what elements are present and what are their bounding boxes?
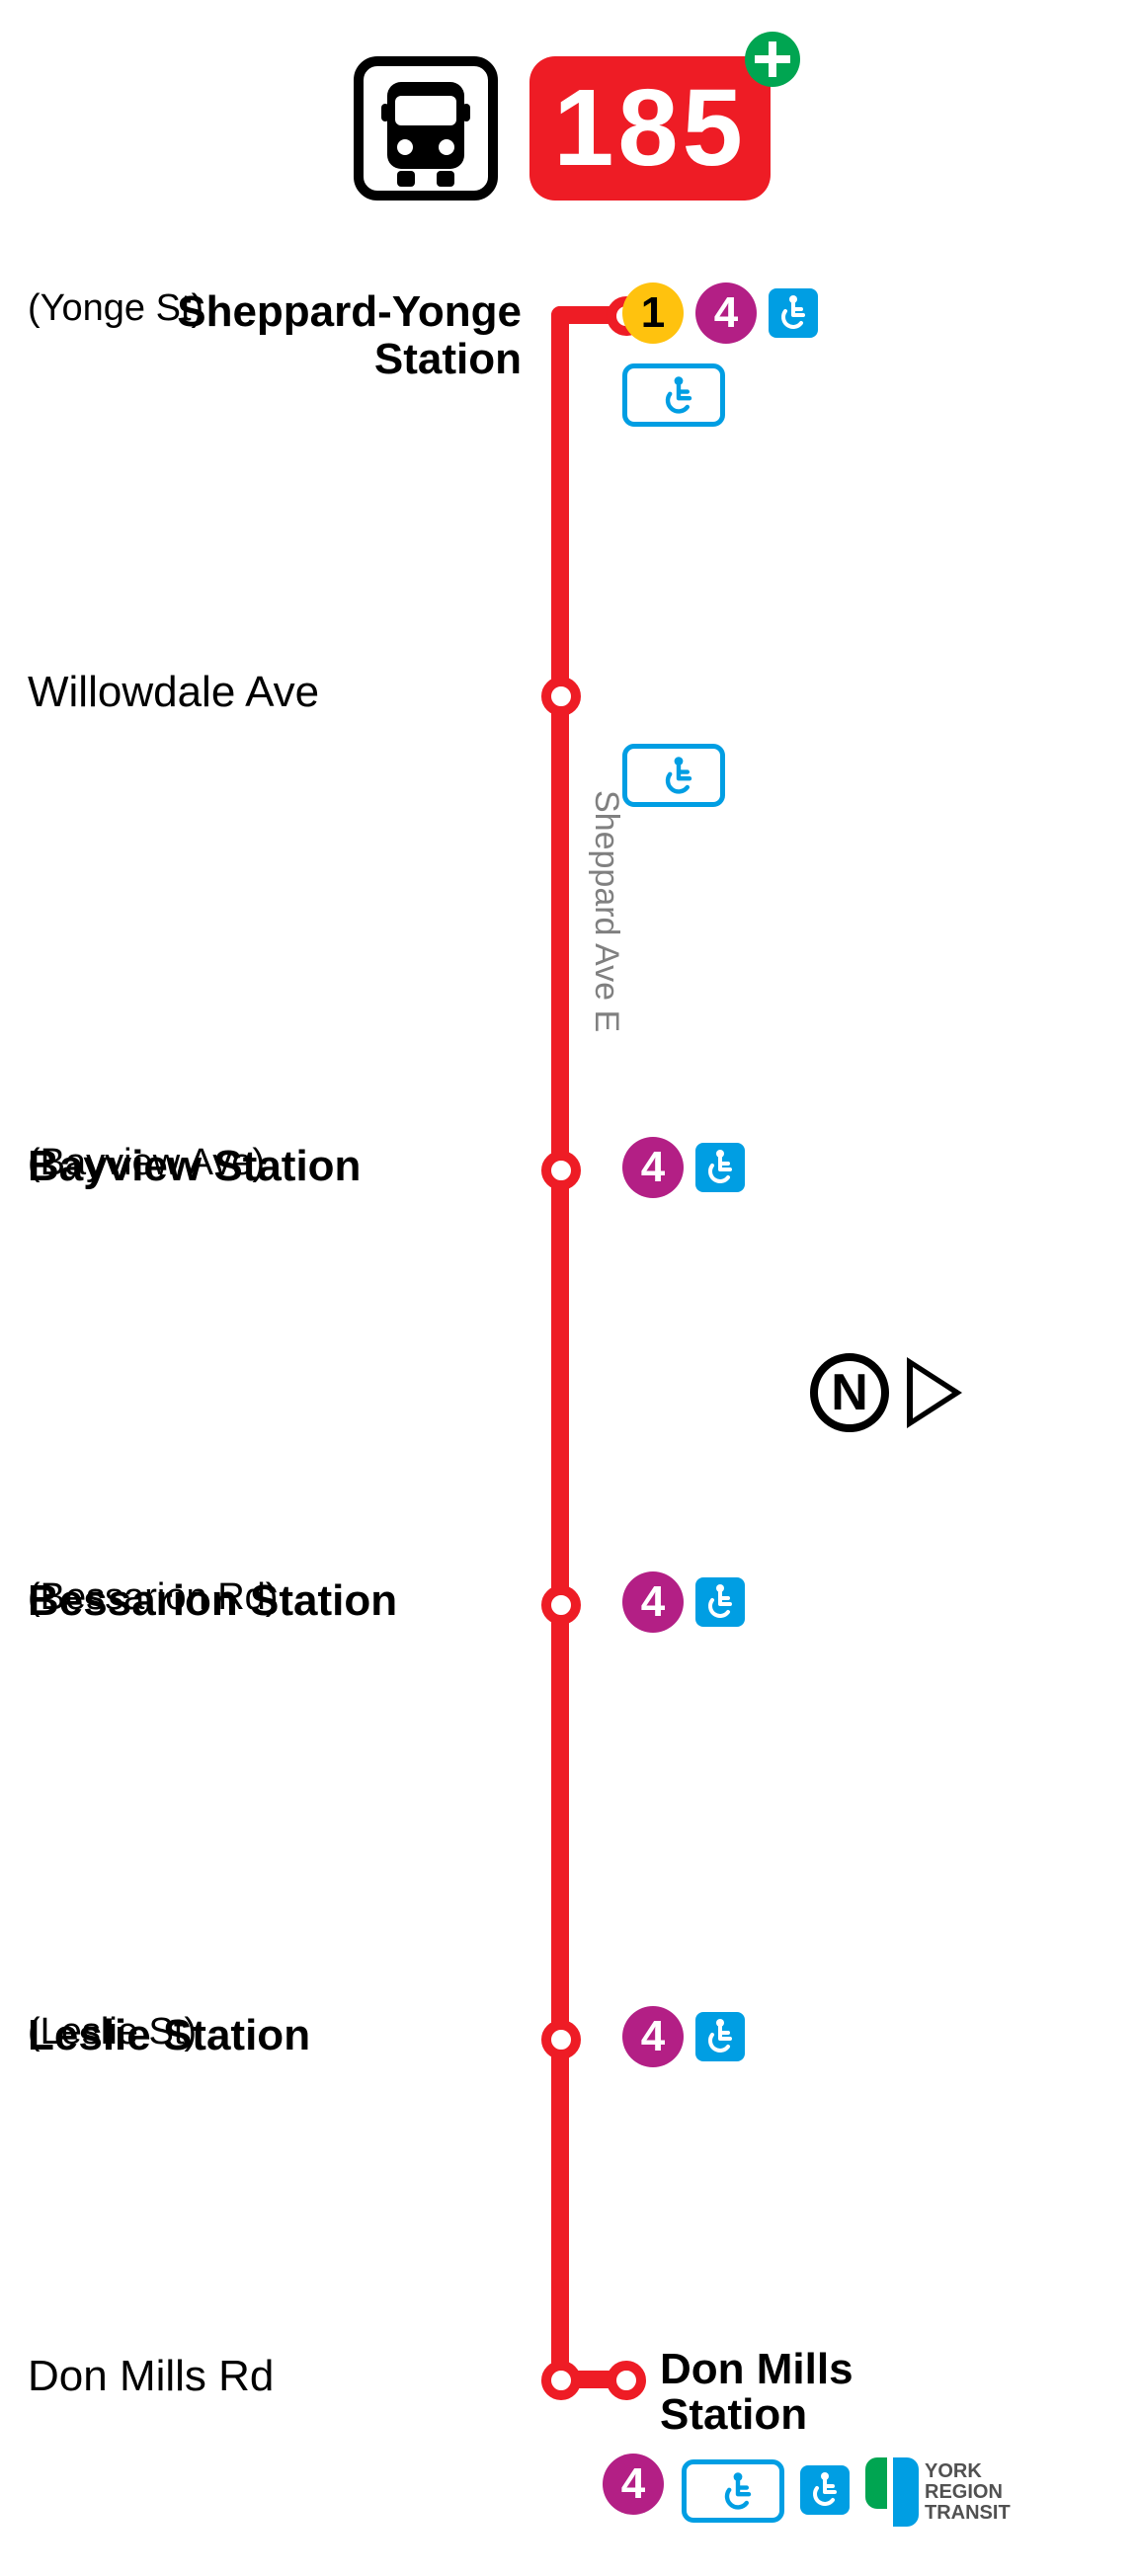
wheelchair-icon <box>695 1577 745 1627</box>
wheelchair-icon <box>800 2465 850 2515</box>
street-label: Sheppard Ave E <box>587 790 625 1032</box>
line-4-icon: 4 <box>622 2006 684 2067</box>
plus-icon <box>745 32 800 87</box>
compass-icon: N <box>810 1353 889 1432</box>
stop-node <box>541 677 581 716</box>
wheeltrans-icon <box>682 2459 784 2523</box>
wheeltrans-icon <box>622 744 725 807</box>
line-4-icon: 4 <box>622 1571 684 1633</box>
yrt-logo-icon <box>865 2457 919 2527</box>
stop-node <box>541 2361 581 2400</box>
direction-arrow-icon <box>907 1357 962 1428</box>
route-number-badge: 185 <box>529 56 771 201</box>
bus-icon <box>354 56 498 201</box>
stop-node <box>541 1585 581 1625</box>
line-4-icon: 4 <box>603 2454 664 2515</box>
yrt-label: YORKREGIONTRANSIT <box>925 2461 1011 2524</box>
line-4-icon: 4 <box>622 1137 684 1198</box>
wheeltrans-icon <box>622 363 725 427</box>
wheelchair-icon <box>695 2012 745 2061</box>
line-1-icon: 1 <box>622 282 684 344</box>
wheelchair-icon <box>695 1143 745 1192</box>
route-line <box>551 306 569 2388</box>
stop-node <box>607 2361 646 2400</box>
stop-node <box>541 2020 581 2059</box>
stop-node <box>541 1151 581 1190</box>
wheelchair-icon <box>769 288 818 338</box>
line-4-icon: 4 <box>695 282 757 344</box>
terminal-station-label: Don MillsStation <box>660 2347 854 2438</box>
